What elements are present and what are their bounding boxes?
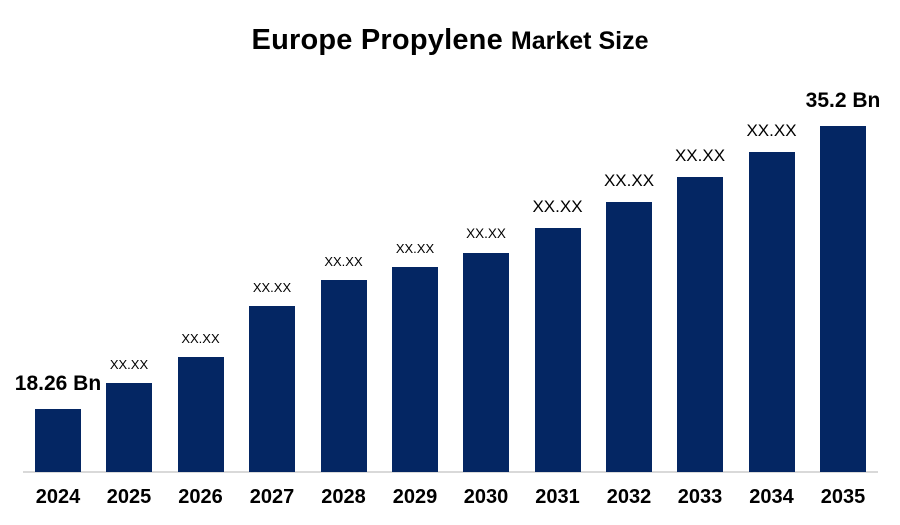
bar-2033	[677, 177, 723, 472]
x-tick-2032: 2032	[606, 486, 652, 508]
value-label-2024: 18.26 Bn	[14, 371, 102, 395]
value-label-2031: XX.XX	[532, 197, 583, 217]
bar-2027	[249, 306, 295, 472]
value-label-2025: XX.XX	[109, 356, 149, 372]
x-tick-2031: 2031	[535, 486, 580, 508]
bar-2030	[463, 253, 509, 472]
bar-2032	[606, 202, 652, 472]
bar-2031	[534, 228, 581, 472]
x-tick-2033: 2033	[677, 486, 723, 508]
value-label-2026: XX.XX	[181, 330, 220, 346]
bar-2025	[106, 383, 152, 472]
x-tick-2024: 2024	[35, 486, 81, 508]
value-label-2035: 35.2 Bn	[805, 88, 881, 112]
chart-title-primary: Europe Propylene	[251, 24, 503, 56]
value-label-2033: XX.XX	[674, 146, 726, 166]
x-tick-2035: 2035	[820, 486, 866, 508]
bar-2034	[748, 152, 795, 472]
x-tick-2034: 2034	[749, 486, 794, 508]
bar-2029	[392, 267, 438, 472]
chart-title-secondary: Market Size	[510, 27, 649, 55]
value-label-2034: XX.XX	[746, 121, 797, 141]
chart-title: Europe Propylene Market Size	[0, 20, 900, 57]
bar-2024	[35, 409, 81, 472]
x-tick-2026: 2026	[178, 486, 223, 508]
x-tick-2029: 2029	[392, 486, 438, 508]
bar-2028	[320, 280, 367, 472]
x-axis-line	[23, 471, 878, 473]
value-label-2027: XX.XX	[252, 279, 292, 295]
x-tick-2025: 2025	[106, 486, 152, 508]
value-label-2032: XX.XX	[603, 171, 655, 191]
x-tick-2027: 2027	[249, 486, 295, 508]
value-label-2028: XX.XX	[324, 253, 363, 269]
bar-2035	[820, 126, 866, 472]
value-label-2030: XX.XX	[466, 226, 506, 242]
value-label-2029: XX.XX	[395, 240, 435, 256]
bar-2026	[177, 357, 224, 472]
x-tick-2028: 2028	[321, 486, 366, 508]
x-tick-2030: 2030	[463, 486, 509, 508]
